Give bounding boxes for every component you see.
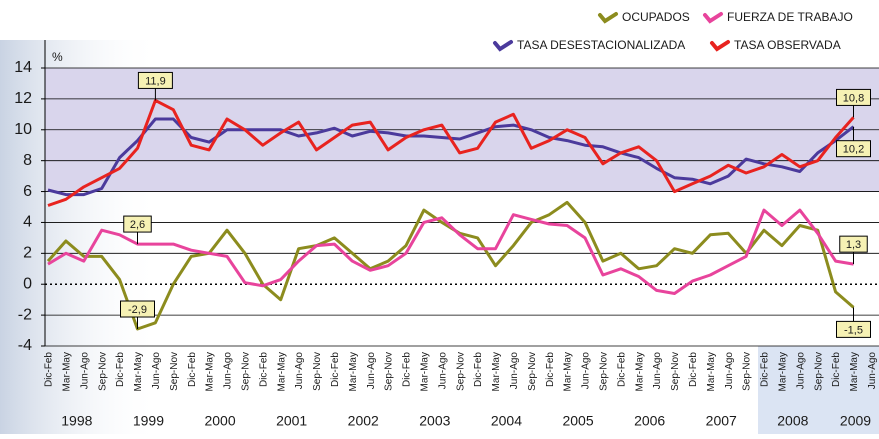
x-tick-label: Sep-Nov (169, 352, 180, 391)
legend-label: OCUPADOS (622, 10, 690, 24)
year-label: 2008 (777, 413, 808, 429)
x-tick-label: Sep-Nov (241, 352, 252, 391)
x-tick-label: Mar-May (276, 352, 287, 391)
value-label: 2,6 (130, 219, 145, 231)
x-tick-label: Mar-May (563, 352, 574, 391)
x-tick-label: Sep-Nov (670, 352, 681, 391)
y-tick-label: 2 (23, 245, 32, 262)
x-tick-label: Jun-Ago (581, 352, 592, 390)
chart: % -4 -2 0 2 4 6 8 10 12 14 Dic-Feb Mar-May Jun-Ago Se… (0, 0, 879, 434)
x-tick-label: Dic-Feb (44, 352, 55, 387)
x-tick-label: Sep-Nov (599, 352, 610, 391)
x-tick-label: Jun-Ago (366, 352, 377, 390)
x-tick-label: Jun-Ago (509, 352, 520, 390)
y-unit: % (52, 50, 63, 64)
value-label: 1,3 (846, 239, 861, 251)
year-label: 2003 (419, 413, 450, 429)
x-tick-label: Dic-Feb (402, 352, 413, 387)
x-tick-label: Sep-Nov (813, 352, 824, 391)
x-tick-label: Sep-Nov (384, 352, 395, 391)
year-label: 2006 (634, 413, 665, 429)
y-tick-label: 14 (14, 59, 32, 76)
y-tick-label: -2 (18, 306, 32, 323)
x-tick-label: Sep-Nov (312, 352, 323, 391)
x-tick-label: Dic-Feb (330, 352, 341, 387)
x-tick-label: Jun-Ago (795, 352, 806, 390)
x-tick-label: Jun-Ago (79, 352, 90, 390)
value-label: 10,8 (843, 92, 864, 104)
y-tick-label: 4 (23, 214, 32, 231)
x-tick-label: Mar-May (634, 352, 645, 391)
legend-swatch (495, 42, 511, 49)
x-tick-label: Mar-May (420, 352, 431, 391)
y-tick-label: 8 (23, 152, 32, 169)
legend-swatch (705, 14, 721, 21)
year-label: 2007 (706, 413, 737, 429)
year-label: 2009 (840, 413, 871, 429)
x-tick-label: Dic-Feb (187, 352, 198, 387)
year-label: 2000 (204, 413, 235, 429)
x-tick-label: Mar-May (849, 352, 860, 391)
x-tick-label: Sep-Nov (97, 352, 108, 391)
value-label: 10,2 (843, 144, 864, 156)
x-tick-label: Jun-Ago (294, 352, 305, 390)
value-label: 11,9 (145, 75, 166, 87)
y-tick-label: 12 (14, 90, 32, 107)
x-tick-label: Dic-Feb (688, 352, 699, 387)
legend-label: TASA DESESTACIONALIZADA (517, 38, 685, 52)
x-tick-label: Mar-May (491, 352, 502, 391)
year-label: 1998 (61, 413, 92, 429)
x-tick-label: Dic-Feb (831, 352, 842, 387)
x-tick-label: Mar-May (205, 352, 216, 391)
x-tick-label: Jun-Ago (867, 352, 878, 390)
legend-label: FUERZA DE TRABAJO (727, 10, 853, 24)
y-tick-label: -4 (18, 337, 32, 354)
x-tick-label: Jun-Ago (652, 352, 663, 390)
x-tick-label: Jun-Ago (151, 352, 162, 390)
x-tick-label: Sep-Nov (742, 352, 753, 391)
x-tick-label: Dic-Feb (760, 352, 771, 387)
year-label: 1999 (133, 413, 164, 429)
value-label: -1,5 (844, 324, 863, 336)
x-tick-label: Dic-Feb (115, 352, 126, 387)
x-tick-label: Mar-May (133, 352, 144, 391)
x-tick-label: Sep-Nov (527, 352, 538, 391)
year-label: 2004 (491, 413, 522, 429)
x-tick-label: Mar-May (706, 352, 717, 391)
x-tick-label: Mar-May (62, 352, 73, 391)
x-tick-label: Sep-Nov (455, 352, 466, 391)
x-tick-label: Dic-Feb (545, 352, 556, 387)
x-tick-label: Jun-Ago (223, 352, 234, 390)
series-line (48, 202, 854, 329)
y-tick-label: 10 (14, 121, 32, 138)
x-tick-label: Dic-Feb (258, 352, 269, 387)
x-tick-label: Dic-Feb (616, 352, 627, 387)
y-tick-label: 6 (23, 183, 32, 200)
year-label: 2001 (276, 413, 307, 429)
x-tick-label: Mar-May (778, 352, 789, 391)
x-tick-label: Mar-May (348, 352, 359, 391)
x-tick-label: Dic-Feb (473, 352, 484, 387)
year-label: 2002 (348, 413, 379, 429)
value-label: -2,9 (128, 304, 147, 316)
legend-swatch (600, 14, 616, 21)
legend-swatch (712, 42, 728, 49)
x-tick-label: Jun-Ago (437, 352, 448, 390)
year-label: 2005 (562, 413, 593, 429)
y-tick-label: 0 (23, 275, 32, 292)
x-tick-label: Jun-Ago (724, 352, 735, 390)
legend-label: TASA OBSERVADA (734, 38, 841, 52)
